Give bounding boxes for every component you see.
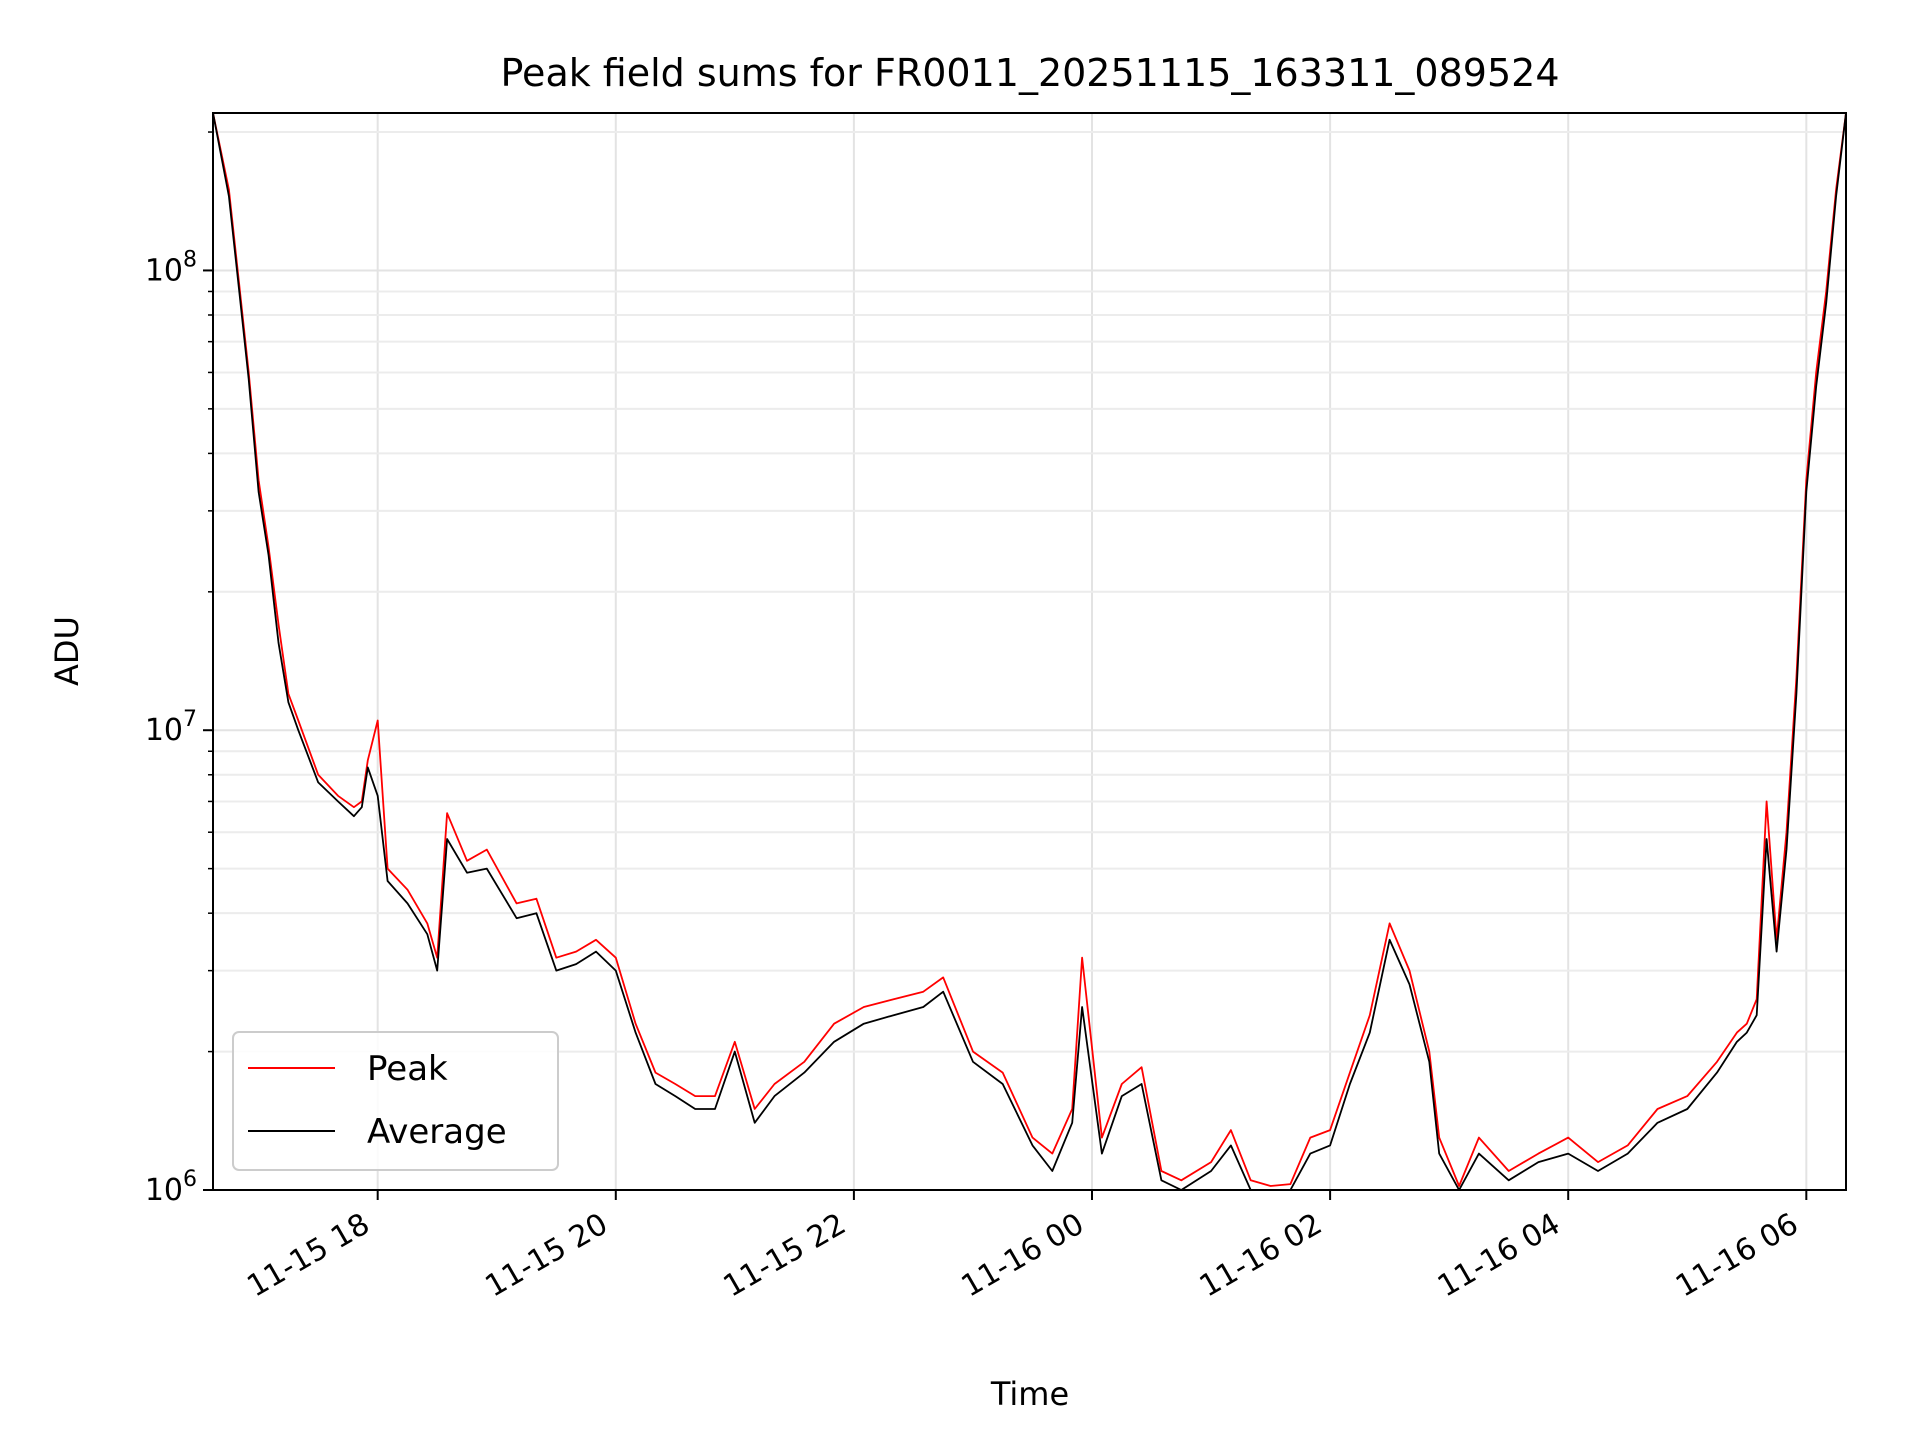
x-axis-title: Time [990,1375,1069,1413]
legend-label-average: Average [367,1112,507,1152]
x-axis: 11-15 18 11-15 20 11-15 22 11-16 00 11-16 02… [241,1190,1808,1305]
y-tick-label: 106 [145,1167,197,1208]
grid [213,113,1846,1191]
legend-label-peak: Peak [367,1049,448,1089]
y-axis: 106 107 108 [145,131,213,1208]
x-tick-label: 11-16 02 [1194,1207,1328,1305]
x-tick-label: 11-16 04 [1432,1207,1566,1305]
plot-lines [213,113,1846,1190]
x-tick-label: 11-15 18 [241,1207,375,1305]
y-axis-title: ADU [48,616,86,686]
y-tick-label: 107 [145,707,197,748]
series-peak-line [213,113,1846,1187]
chart-title: Peak field sums for FR0011_20251115_1633… [501,51,1560,95]
legend-box [232,1031,559,1171]
x-tick-label: 11-15 20 [479,1207,613,1305]
y-tick-label: 108 [145,247,197,288]
x-tick-label: 11-15 22 [718,1207,852,1305]
legend: Peak Average [232,1031,559,1171]
x-tick-label: 11-16 06 [1670,1207,1804,1305]
plot-frame [212,112,1847,1191]
series-average-line [213,113,1846,1190]
x-tick-label: 11-16 00 [956,1207,1090,1305]
